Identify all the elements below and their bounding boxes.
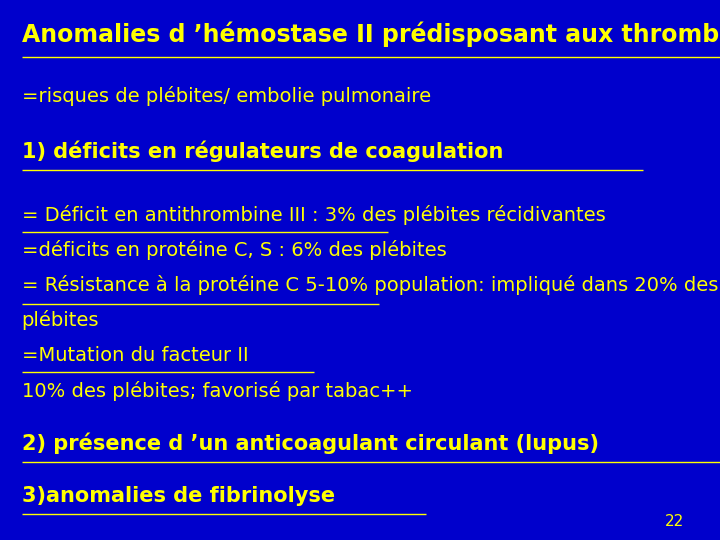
Text: 2) présence d ’un anticoagulant circulant (lupus): 2) présence d ’un anticoagulant circulan… xyxy=(22,432,598,454)
Text: = Déficit en antithrombine III : 3% des plébites récidivantes: = Déficit en antithrombine III : 3% des … xyxy=(22,205,606,225)
Text: 22: 22 xyxy=(665,514,684,529)
Text: =risques de plébites/ embolie pulmonaire: =risques de plébites/ embolie pulmonaire xyxy=(22,86,431,106)
Text: plébites: plébites xyxy=(22,310,99,330)
Text: 10% des plébites; favorisé par tabac++: 10% des plébites; favorisé par tabac++ xyxy=(22,381,413,401)
Text: = Résistance à la protéine C: = Résistance à la protéine C xyxy=(22,275,299,295)
Text: =Mutation du facteur II: =Mutation du facteur II xyxy=(22,346,248,365)
Text: = Déficit en antithrombine III: = Déficit en antithrombine III xyxy=(22,205,305,224)
Text: = Résistance à la protéine C 5-10% population: impliqué dans 20% des: = Résistance à la protéine C 5-10% popul… xyxy=(22,275,718,295)
Text: 3)anomalies de fibrinolyse: 3)anomalies de fibrinolyse xyxy=(22,486,335,506)
Text: Anomalies d ’hémostase II prédisposant aux thromboses: Anomalies d ’hémostase II prédisposant a… xyxy=(22,22,720,47)
Text: =déficits en protéine C, S : 6% des plébites: =déficits en protéine C, S : 6% des pléb… xyxy=(22,240,446,260)
Text: 1) déficits en régulateurs de coagulation: 1) déficits en régulateurs de coagulatio… xyxy=(22,140,503,162)
